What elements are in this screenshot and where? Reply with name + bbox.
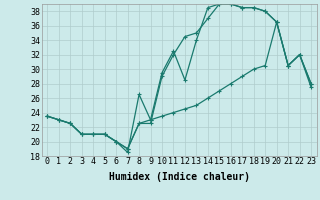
- X-axis label: Humidex (Indice chaleur): Humidex (Indice chaleur): [109, 172, 250, 182]
